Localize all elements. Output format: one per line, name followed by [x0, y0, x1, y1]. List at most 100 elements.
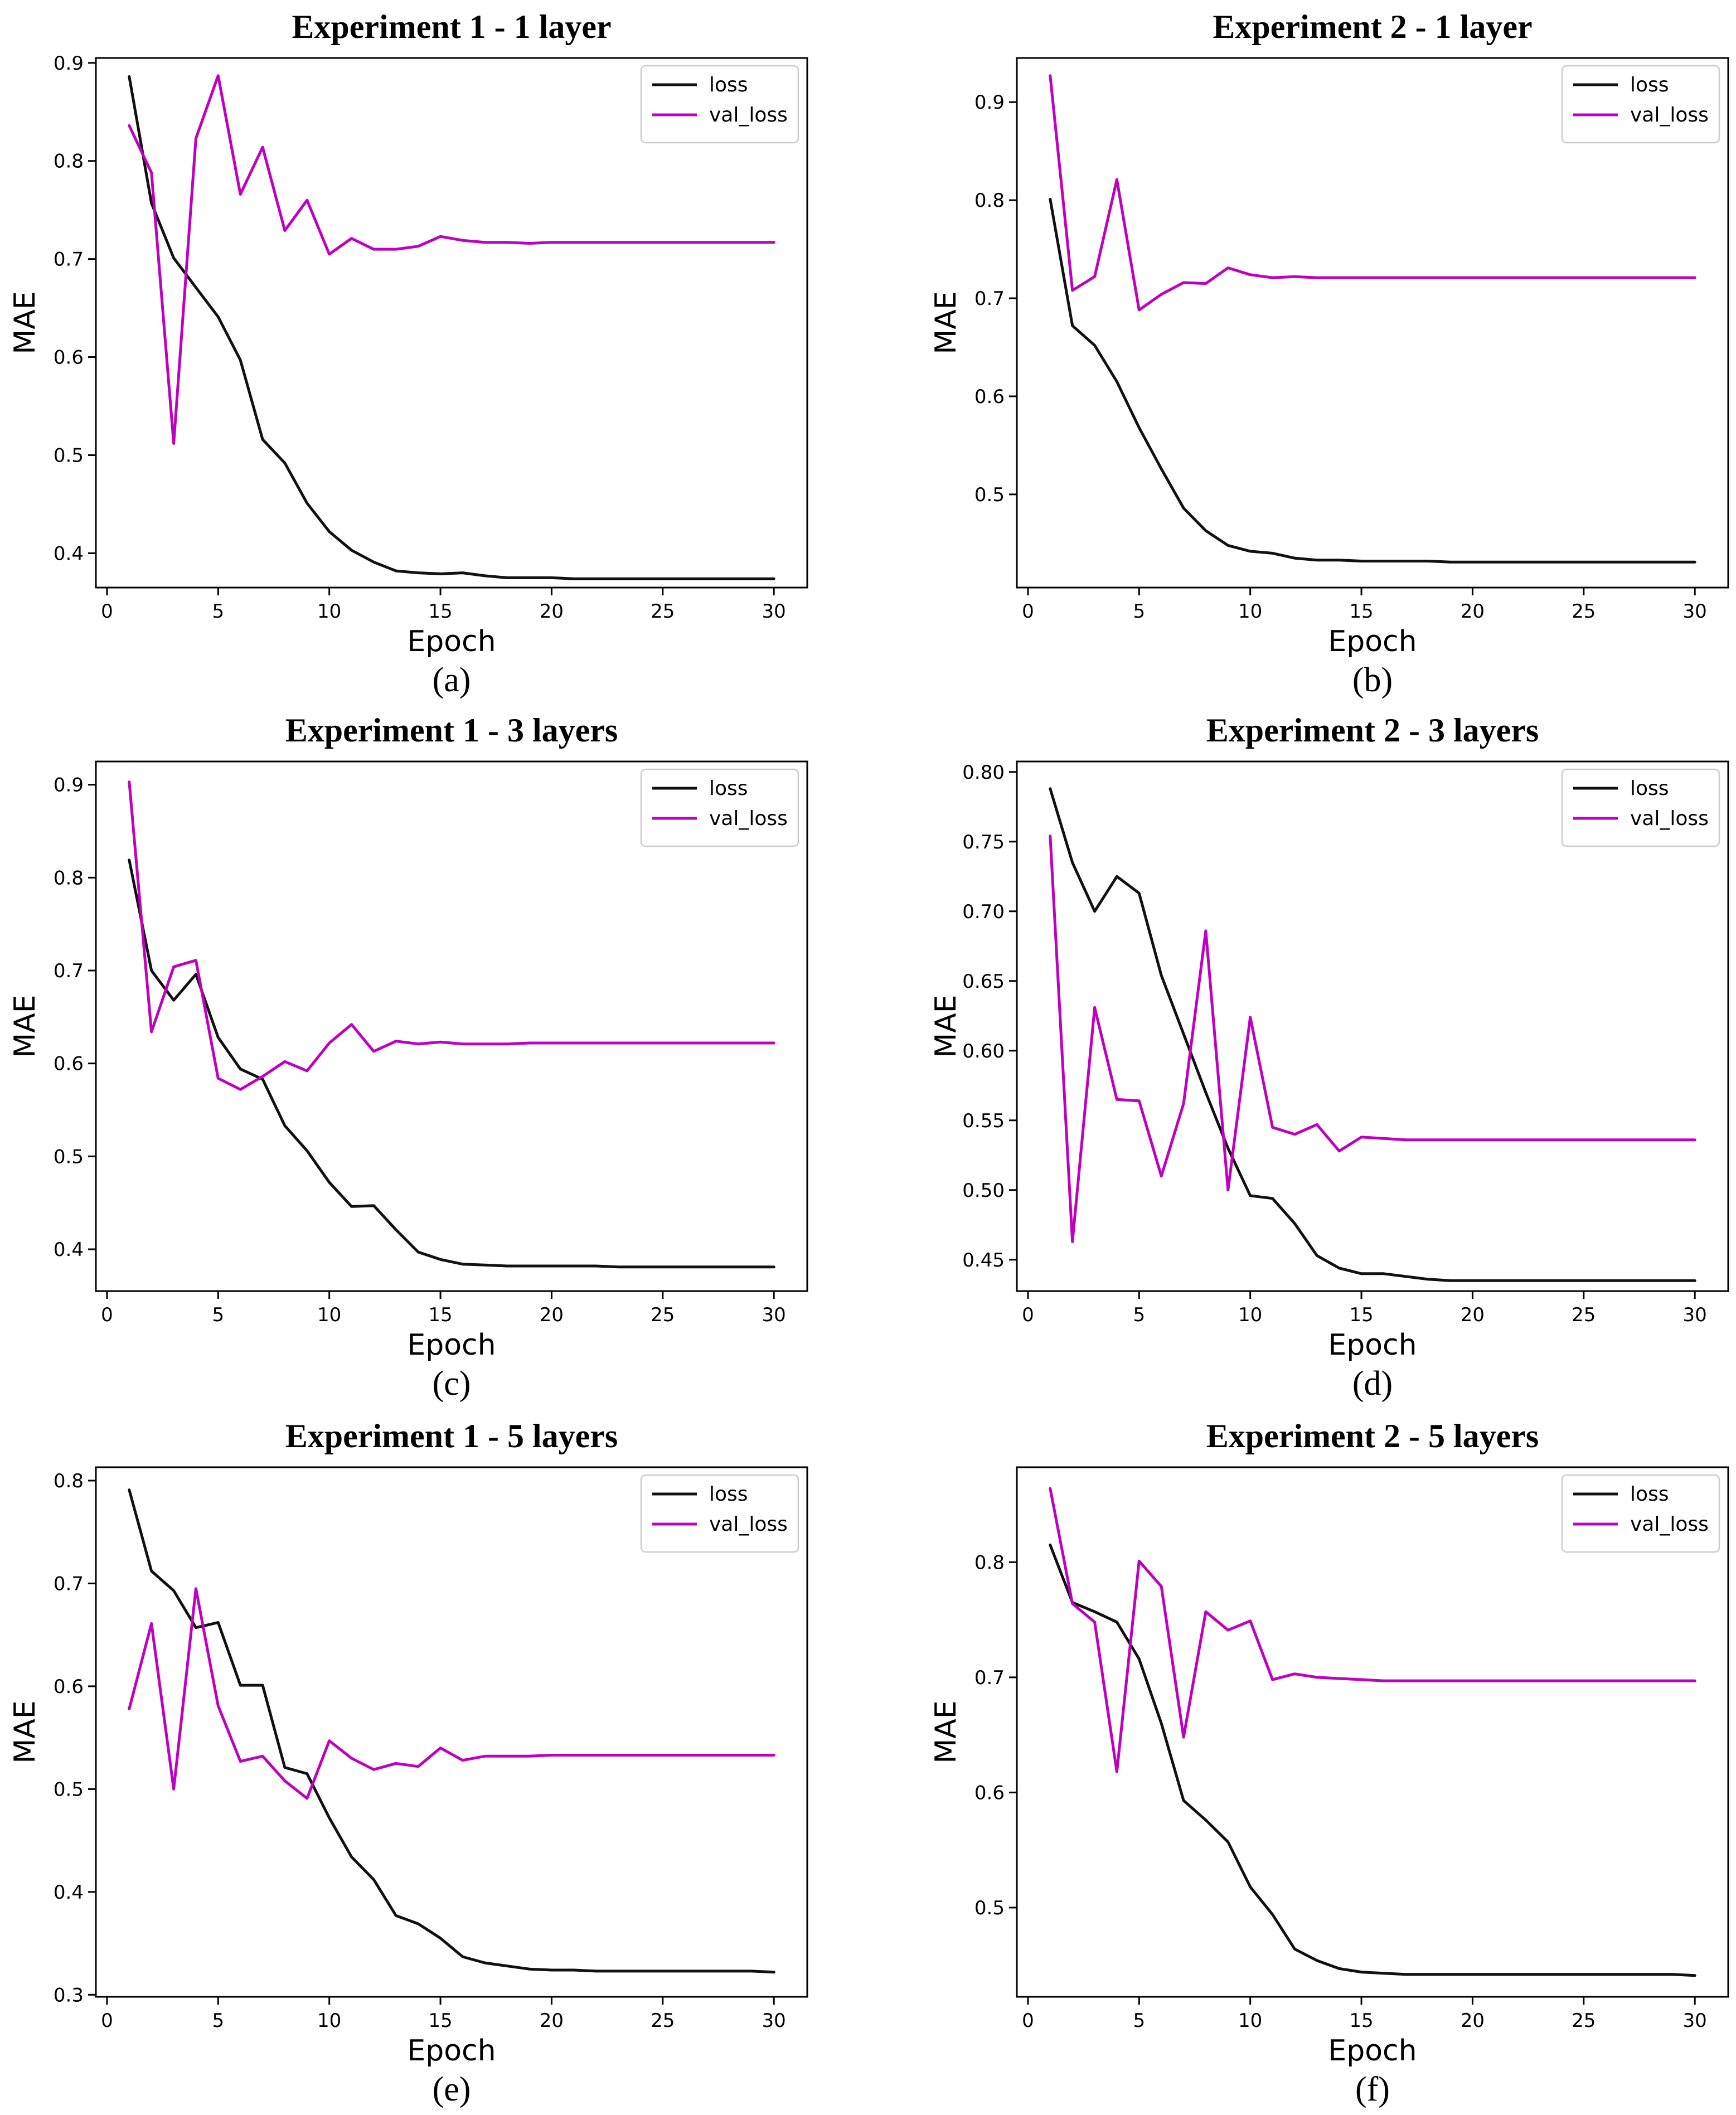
legend: loss val_loss	[640, 768, 799, 847]
x-axis-label: Epoch	[1328, 625, 1417, 658]
y-tick-label: 0.4	[54, 1239, 84, 1261]
y-tick-label: 0.7	[54, 960, 84, 982]
series-line-val-loss	[1049, 835, 1696, 1243]
x-tick-label: 15	[428, 600, 452, 623]
x-tick-label: 30	[762, 2010, 786, 2032]
chart-title: Experiment 1 - 3 layers	[285, 712, 618, 749]
series-line-loss	[128, 858, 775, 1269]
y-tick-label: 0.8	[54, 1470, 84, 1492]
x-tick-label: 5	[212, 2010, 224, 2032]
legend: loss val_loss	[640, 1474, 799, 1553]
legend-label: val_loss	[709, 807, 788, 830]
x-tick-label: 30	[762, 1304, 786, 1326]
x-tick-label: 15	[428, 1304, 452, 1326]
x-tick-label: 10	[317, 2010, 341, 2032]
series-lines	[1049, 74, 1696, 564]
x-axis-label: Epoch	[407, 625, 496, 658]
x-tick-label: 10	[1238, 2010, 1262, 2032]
x-tick-label: 25	[651, 600, 675, 623]
chart-title: Experiment 2 - 3 layers	[1206, 712, 1539, 749]
x-axis-label: Epoch	[1328, 2034, 1417, 2068]
x-axis-label: Epoch	[407, 1328, 496, 1362]
x-tick-label: 5	[1133, 1304, 1145, 1326]
plot-frame	[95, 57, 808, 589]
y-tick-label: 0.65	[962, 971, 1005, 993]
y-axis-label: MAE	[8, 291, 42, 354]
legend-label: val_loss	[1630, 104, 1709, 127]
y-tick-label: 0.7	[974, 288, 1005, 310]
y-tick-label: 0.60	[962, 1040, 1005, 1063]
y-tick-label: 0.45	[962, 1249, 1005, 1272]
x-axis-label: Epoch	[407, 2034, 496, 2068]
y-tick-label: 0.9	[54, 52, 84, 75]
x-tick-label: 10	[317, 600, 341, 623]
series-lines	[128, 1488, 775, 1974]
y-tick-label: 0.5	[54, 1778, 84, 1801]
x-tick-label: 10	[317, 1304, 341, 1326]
y-tick-label: 0.3	[54, 1984, 84, 2006]
x-axis-label: Epoch	[1328, 1328, 1417, 1362]
x-tick-label: 5	[1133, 2010, 1145, 2032]
x-tick-label: 5	[212, 600, 224, 623]
x-tick-label: 5	[212, 1304, 224, 1326]
x-tick-label: 15	[428, 2010, 452, 2032]
chart-panel-c: Experiment 1 - 3 layers 0 5 10 15 20 25 30 0.4 0.…	[8, 712, 808, 1403]
series-line-val-loss	[1049, 74, 1696, 312]
panel-caption: (d)	[1352, 1365, 1393, 1403]
legend: loss val_loss	[1561, 65, 1720, 144]
chart-panel-d: Experiment 2 - 3 layers 0 5 10 15 20 25 30 0.45 0…	[929, 712, 1729, 1403]
y-tick-label: 0.5	[54, 1146, 84, 1168]
x-tick-label: 30	[1683, 600, 1707, 623]
legend-label: val_loss	[709, 1513, 788, 1536]
y-tick-label: 0.80	[962, 761, 1005, 784]
y-axis-label: MAE	[929, 995, 963, 1058]
series-line-loss	[128, 75, 775, 580]
x-tick-label: 25	[1572, 1304, 1596, 1326]
panel-caption: (b)	[1352, 661, 1393, 699]
series-line-val-loss	[128, 74, 775, 445]
x-tick-label: 20	[540, 1304, 564, 1326]
x-tick-label: 30	[1683, 1304, 1707, 1326]
x-tick-label: 0	[1022, 2010, 1034, 2032]
plot-frame	[1016, 1466, 1729, 1998]
x-tick-label: 25	[1572, 2010, 1596, 2032]
chart-panel-a: Experiment 1 - 1 layer 0 5 10 15 20 25 30 0.4 0.5…	[8, 8, 808, 699]
chart-panel-e: Experiment 1 - 5 layers 0 5 10 15 20 25 30 0.3 0.…	[8, 1418, 808, 2108]
legend-label: loss	[1630, 74, 1669, 96]
y-tick-label: 0.6	[974, 1782, 1005, 1804]
legend-label: loss	[709, 1483, 748, 1506]
series-lines	[1049, 787, 1696, 1282]
x-tick-label: 15	[1349, 600, 1373, 623]
y-tick-label: 0.5	[54, 445, 84, 467]
series-lines	[1049, 1487, 1696, 1977]
plot-frame	[1016, 760, 1729, 1292]
chart-title: Experiment 2 - 1 layer	[1213, 8, 1532, 45]
x-tick-label: 5	[1133, 600, 1145, 623]
legend-label: loss	[709, 777, 748, 800]
x-tick-label: 0	[101, 2010, 113, 2032]
y-tick-label: 0.6	[54, 347, 84, 369]
series-line-loss	[1049, 197, 1696, 564]
plot-frame	[95, 1466, 808, 1998]
series-line-val-loss	[128, 1587, 775, 1800]
x-tick-label: 15	[1349, 2010, 1373, 2032]
series-line-val-loss	[128, 780, 775, 1091]
x-tick-label: 30	[1683, 2010, 1707, 2032]
chart-title: Experiment 1 - 1 layer	[292, 8, 611, 45]
series-line-loss	[128, 1488, 775, 1974]
legend-label: loss	[1630, 1483, 1669, 1506]
panel-caption: (f)	[1355, 2070, 1390, 2108]
y-tick-label: 0.8	[974, 190, 1005, 212]
y-tick-label: 0.5	[974, 1897, 1005, 1919]
x-tick-label: 0	[1022, 600, 1034, 623]
chart-panel-f: Experiment 2 - 5 layers 0 5 10 15 20 25 30 0.5 0.…	[929, 1418, 1729, 2108]
y-tick-label: 0.8	[974, 1551, 1005, 1574]
legend-label: val_loss	[1630, 1513, 1709, 1536]
y-tick-label: 0.7	[974, 1667, 1005, 1689]
series-lines	[128, 74, 775, 580]
series-line-loss	[1049, 1543, 1696, 1977]
y-tick-label: 0.75	[962, 831, 1005, 853]
y-tick-label: 0.7	[54, 249, 84, 271]
y-tick-label: 0.6	[974, 386, 1005, 408]
